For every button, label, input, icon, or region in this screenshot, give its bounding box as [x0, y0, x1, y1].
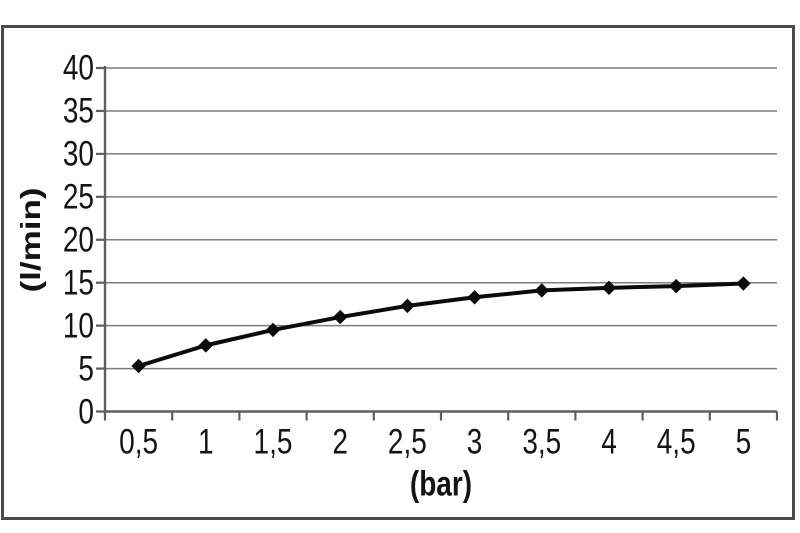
y-tick-label: 5	[78, 348, 94, 388]
diamond-marker	[400, 298, 415, 314]
diamond-marker	[198, 338, 214, 353]
y-tick-label: 15	[62, 262, 94, 302]
data-series	[131, 276, 751, 374]
x-tick-label: 3	[466, 422, 483, 461]
x-tick-label: 0,5	[119, 422, 159, 461]
y-tick-label: 40	[62, 48, 94, 87]
diamond-marker	[467, 290, 482, 305]
diamond-marker	[601, 280, 617, 296]
diamond-marker	[534, 283, 550, 298]
x-tick-label: 4	[601, 422, 617, 461]
gridlines	[105, 67, 777, 370]
diamond-marker	[131, 358, 146, 374]
y-tick-label: 0	[78, 391, 94, 431]
x-tick-label: 4,5	[656, 422, 696, 461]
diamond-marker	[668, 278, 684, 294]
x-tick-label: 3,5	[522, 422, 562, 461]
diamond-marker	[332, 309, 348, 325]
x-tick-label: 1,5	[253, 422, 293, 461]
x-tick-label: 2,5	[387, 422, 427, 461]
chart-frame-border	[1, 25, 795, 520]
x-tick-label: 2	[332, 422, 348, 461]
y-tick-label: 20	[62, 219, 94, 259]
y-tick-label: 30	[62, 133, 94, 173]
y-tick-label: 10	[62, 305, 94, 345]
diamond-marker	[736, 276, 751, 291]
axes	[96, 66, 779, 421]
y-axis-title: (l/min)	[15, 187, 46, 293]
series-line	[136, 281, 746, 368]
y-tick-label: 35	[62, 90, 94, 130]
x-tick-label: 5	[735, 422, 752, 461]
diamond-marker	[265, 322, 281, 338]
y-tick-label: 25	[62, 176, 94, 216]
x-axis-title: (bar)	[409, 464, 473, 503]
x-tick-label: 1	[198, 422, 214, 461]
